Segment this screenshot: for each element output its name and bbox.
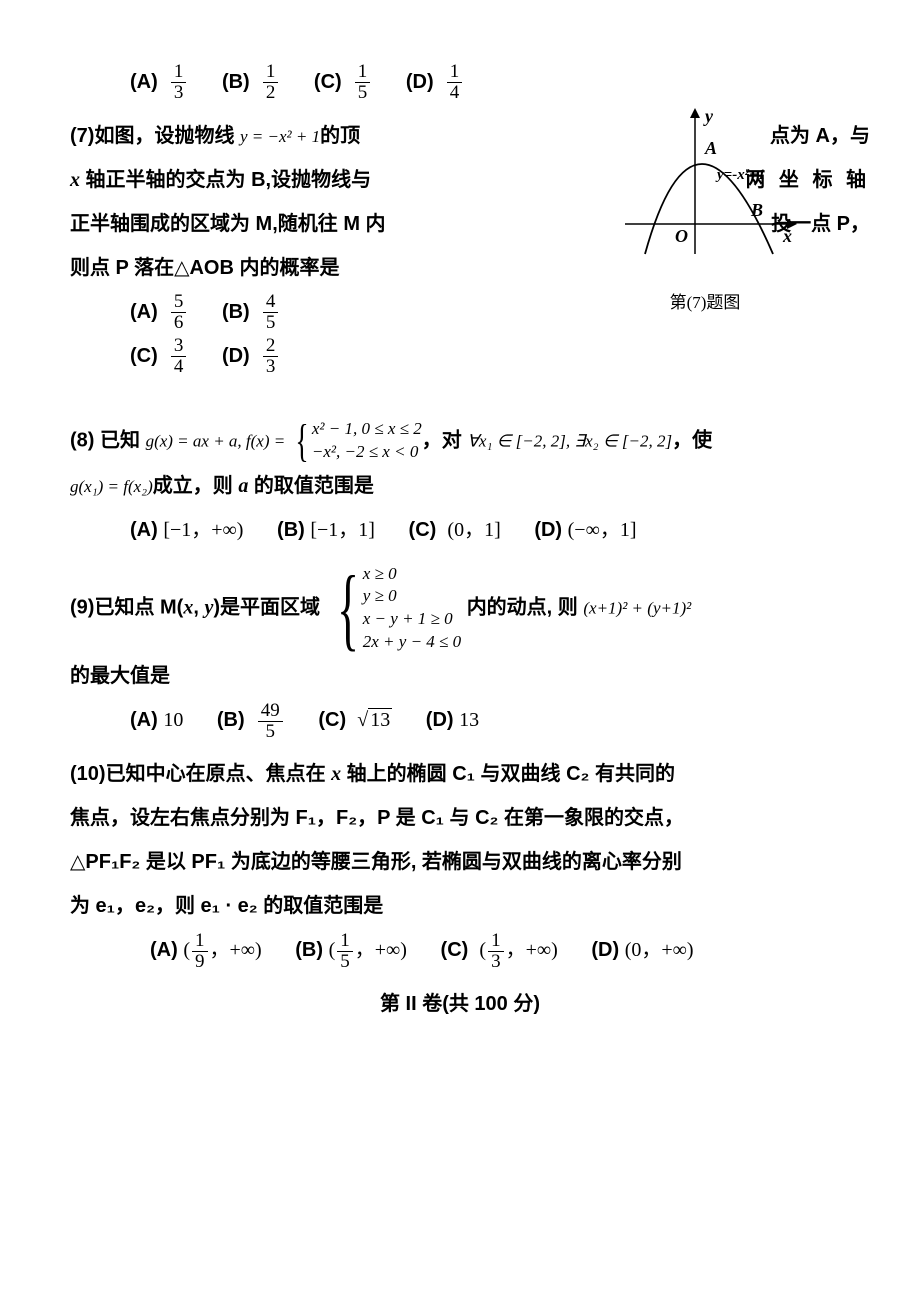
question-9: (9)已知点 M(x, y)是平面区域 { x ≥ 0 y ≥ 0 x − y … xyxy=(70,562,850,742)
q7-eq: y = −x² + 1 xyxy=(240,127,320,146)
question-7: y A y=-x²+1 B O x 第(7)题图 (7)如图，设抛物线 y = … xyxy=(70,114,850,378)
q7-text-f: 正半轴围成的区域为 M,随机往 M 内 xyxy=(70,213,386,235)
q6-opt-b: (B) 12 xyxy=(222,60,280,104)
svg-text:O: O xyxy=(675,226,688,246)
svg-text:y=-x²+1: y=-x²+1 xyxy=(715,167,765,183)
q10-opt-a: (A) (19，+∞) xyxy=(150,928,262,972)
q8-quant: ∀x₁ ∈ [−2, 2], ∃x₂ ∈ [−2, 2] xyxy=(467,431,672,450)
q10-opt-c: (C) (13，+∞) xyxy=(441,928,558,972)
q9-opt-d: (D) 13 xyxy=(426,698,479,742)
question-10: (10)已知中心在原点、焦点在 x 轴上的椭圆 C₁ 与双曲线 C₂ 有共同的 … xyxy=(70,752,850,972)
q8-opt-b: (B) [−1，1] xyxy=(277,508,375,552)
q7-text-a: (7)如图，设抛物线 xyxy=(70,125,234,147)
q7-text-d: 轴正半轴的交点为 B,设抛物线与 xyxy=(80,169,371,191)
q10-opt-d: (D) (0，+∞) xyxy=(591,928,693,972)
q9-opt-a: (A) 10 xyxy=(130,698,183,742)
q8-opt-d: (D) (−∞，1] xyxy=(534,508,636,552)
q9-opt-b: (B) 495 xyxy=(217,698,285,742)
q7-x: x xyxy=(70,169,80,191)
q7-opt-b: (B) 45 xyxy=(222,290,280,334)
q7-opt-c: (C) 34 xyxy=(130,334,188,378)
q8-g: g(x) = ax + a, f(x) = xyxy=(146,431,286,450)
q6-opt-d: (D) 14 xyxy=(406,60,464,104)
q7-opt-d: (D) 23 xyxy=(222,334,280,378)
svg-text:B: B xyxy=(750,200,763,220)
svg-text:y: y xyxy=(703,106,714,126)
q7-text-i: AOB 内的概率是 xyxy=(189,257,339,279)
question-6-options: (A) 13 (B) 12 (C) 15 (D) 14 xyxy=(70,60,850,104)
q7-opt-a: (A) 56 xyxy=(130,290,188,334)
svg-text:A: A xyxy=(704,138,717,158)
q8-eq2: g(x₁) = f(x₂) xyxy=(70,477,153,496)
section-header: 第 II 卷(共 100 分) xyxy=(70,982,850,1026)
q7-figure-caption: 第(7)题图 xyxy=(600,284,810,321)
q9-system: { x ≥ 0 y ≥ 0 x − y + 1 ≥ 0 2x + y − 4 ≤… xyxy=(326,562,462,654)
q9-target: (x+1)² + (y+1)² xyxy=(583,599,691,618)
q8-piecewise: { x² − 1, 0 ≤ x ≤ 2 −x², −2 ≤ x < 0 xyxy=(291,418,422,464)
q6-opt-a: (A) 13 xyxy=(130,60,188,104)
q10-opt-b: (B) (15，+∞) xyxy=(295,928,407,972)
svg-text:x: x xyxy=(782,226,792,246)
q7-figure: y A y=-x²+1 B O x 第(7)题图 xyxy=(600,104,810,321)
q8-opt-a: (A) [−1，+∞) xyxy=(130,508,243,552)
q9-tail: 的最大值是 xyxy=(70,654,850,698)
q8-pre: (8) 已知 xyxy=(70,429,140,451)
q8-opt-c: (C) (0，1] xyxy=(409,508,501,552)
q9-opt-c: (C) √13 xyxy=(318,698,392,742)
q7-text-h: 则点 P 落在 xyxy=(70,257,174,279)
question-8: (8) 已知 g(x) = ax + a, f(x) = { x² − 1, 0… xyxy=(70,418,850,552)
q6-opt-c: (C) 15 xyxy=(314,60,372,104)
